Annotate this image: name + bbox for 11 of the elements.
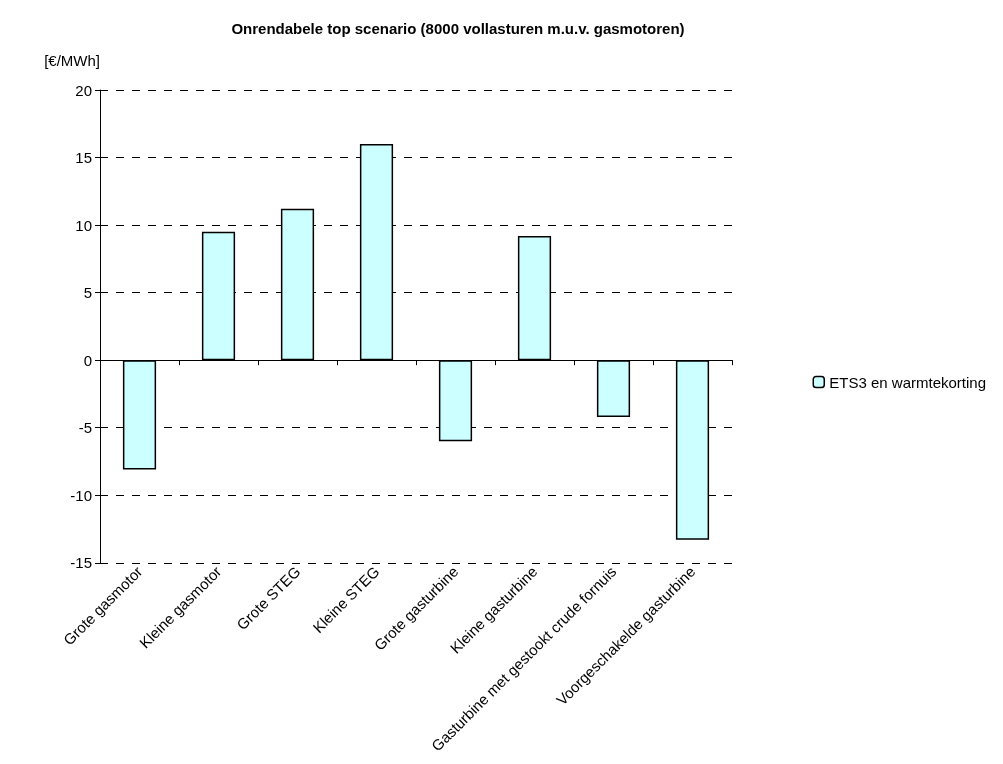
y-tick-label: 10: [75, 216, 92, 234]
y-tick-label: -15: [70, 554, 92, 572]
y-tick-label: -5: [78, 419, 92, 437]
chart-title: Onrendabele top scenario (8000 vollasturen m.u.v. gasmotoren): [231, 20, 685, 37]
y-tick-label: 15: [75, 149, 92, 167]
y-tick-label: 5: [83, 284, 92, 302]
y-axis-title: [€/MWh]: [44, 52, 100, 69]
y-tick-label: 20: [75, 81, 92, 99]
y-tick-label: 0: [83, 351, 92, 369]
legend-label: ETS3 en warmtekorting: [829, 373, 986, 391]
y-tick-label: -10: [70, 486, 92, 504]
